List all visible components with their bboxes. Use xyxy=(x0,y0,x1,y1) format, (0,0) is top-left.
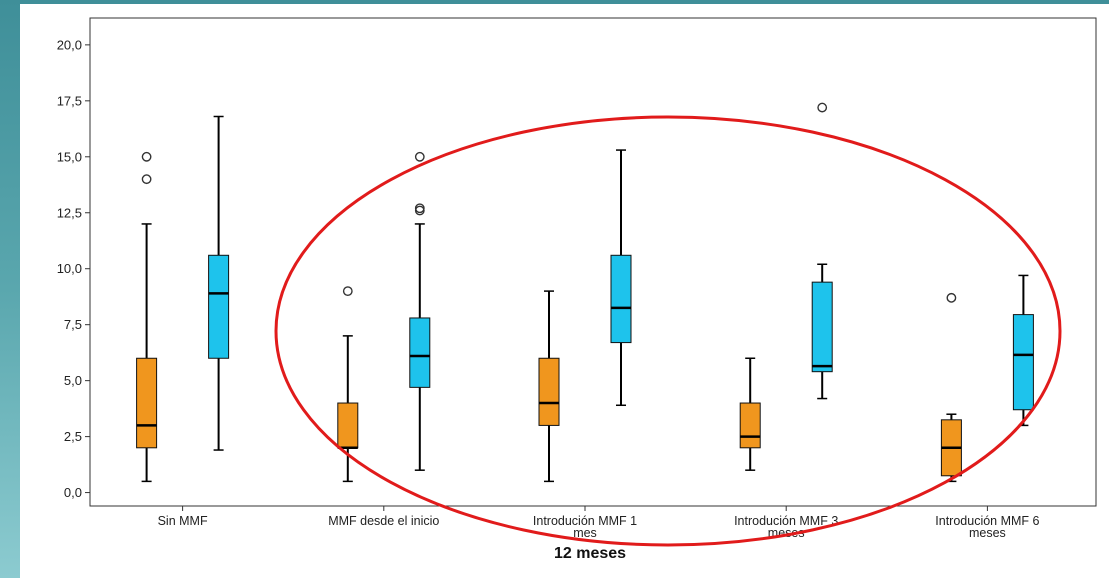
box-plot-item xyxy=(409,151,431,471)
category-labels: Sin MMF MMF desde el inicio Introdución MM… xyxy=(158,506,1040,540)
boxes xyxy=(136,102,1034,483)
box-iqr xyxy=(337,402,359,449)
left-accent-strip xyxy=(0,0,20,578)
box-iqr xyxy=(739,402,761,449)
y-tick-label: 0,0 xyxy=(64,485,82,500)
box-plot-item xyxy=(739,357,761,471)
outlier-point xyxy=(141,151,152,162)
y-tick-label: 5,0 xyxy=(64,373,82,388)
x-tick-label: Introdución MMF 6 xyxy=(935,514,1039,528)
outlier-point xyxy=(414,151,425,162)
box-plot-item xyxy=(811,102,833,400)
box-plot-item xyxy=(1012,274,1034,427)
box-iqr xyxy=(208,254,230,359)
y-tick-label: 20,0 xyxy=(57,37,82,52)
x-tick-label: Sin MMF xyxy=(158,514,208,528)
box-plot-item xyxy=(208,115,230,451)
y-tick-label: 7,5 xyxy=(64,317,82,332)
y-tick-label: 12,5 xyxy=(57,205,82,220)
x-tick-label: MMF desde el inicio xyxy=(328,514,439,528)
y-tick-label: 17,5 xyxy=(57,93,82,108)
top-accent-strip xyxy=(0,0,1109,4)
box-plot-item xyxy=(136,151,158,483)
axes: 0,0 2,5 5,0 7,5 10,0 12,5 15,0 17,5 20,0 xyxy=(57,17,1097,507)
outlier-point xyxy=(414,203,425,214)
box-iqr xyxy=(1012,314,1034,411)
plot-frame xyxy=(89,17,1097,507)
outlier-point xyxy=(141,174,152,185)
x-tick-label: Introdución MMF 1 xyxy=(533,514,637,528)
y-tick-label: 10,0 xyxy=(57,261,82,276)
annotations xyxy=(274,115,1062,547)
x-axis-title: 12 meses xyxy=(554,545,626,562)
box-plot-item xyxy=(610,149,632,407)
outlier-point xyxy=(817,102,828,113)
outlier-point xyxy=(946,292,957,303)
box-iqr xyxy=(610,254,632,344)
y-tick-label: 2,5 xyxy=(64,429,82,444)
box-iqr xyxy=(538,357,560,426)
x-tick-label: meses xyxy=(969,526,1006,540)
box-iqr xyxy=(409,317,431,388)
box-plot-item xyxy=(538,290,560,483)
y-tick-label: 15,0 xyxy=(57,149,82,164)
x-tick-label: Introdución MMF 3 xyxy=(734,514,838,528)
x-tick-label: mes xyxy=(573,526,597,540)
box-iqr xyxy=(811,281,833,373)
highlight-ellipse xyxy=(274,115,1062,547)
box-plot-item xyxy=(337,286,359,483)
box-plot-item xyxy=(940,292,962,483)
box-iqr xyxy=(136,357,158,449)
outlier-point xyxy=(342,286,353,297)
